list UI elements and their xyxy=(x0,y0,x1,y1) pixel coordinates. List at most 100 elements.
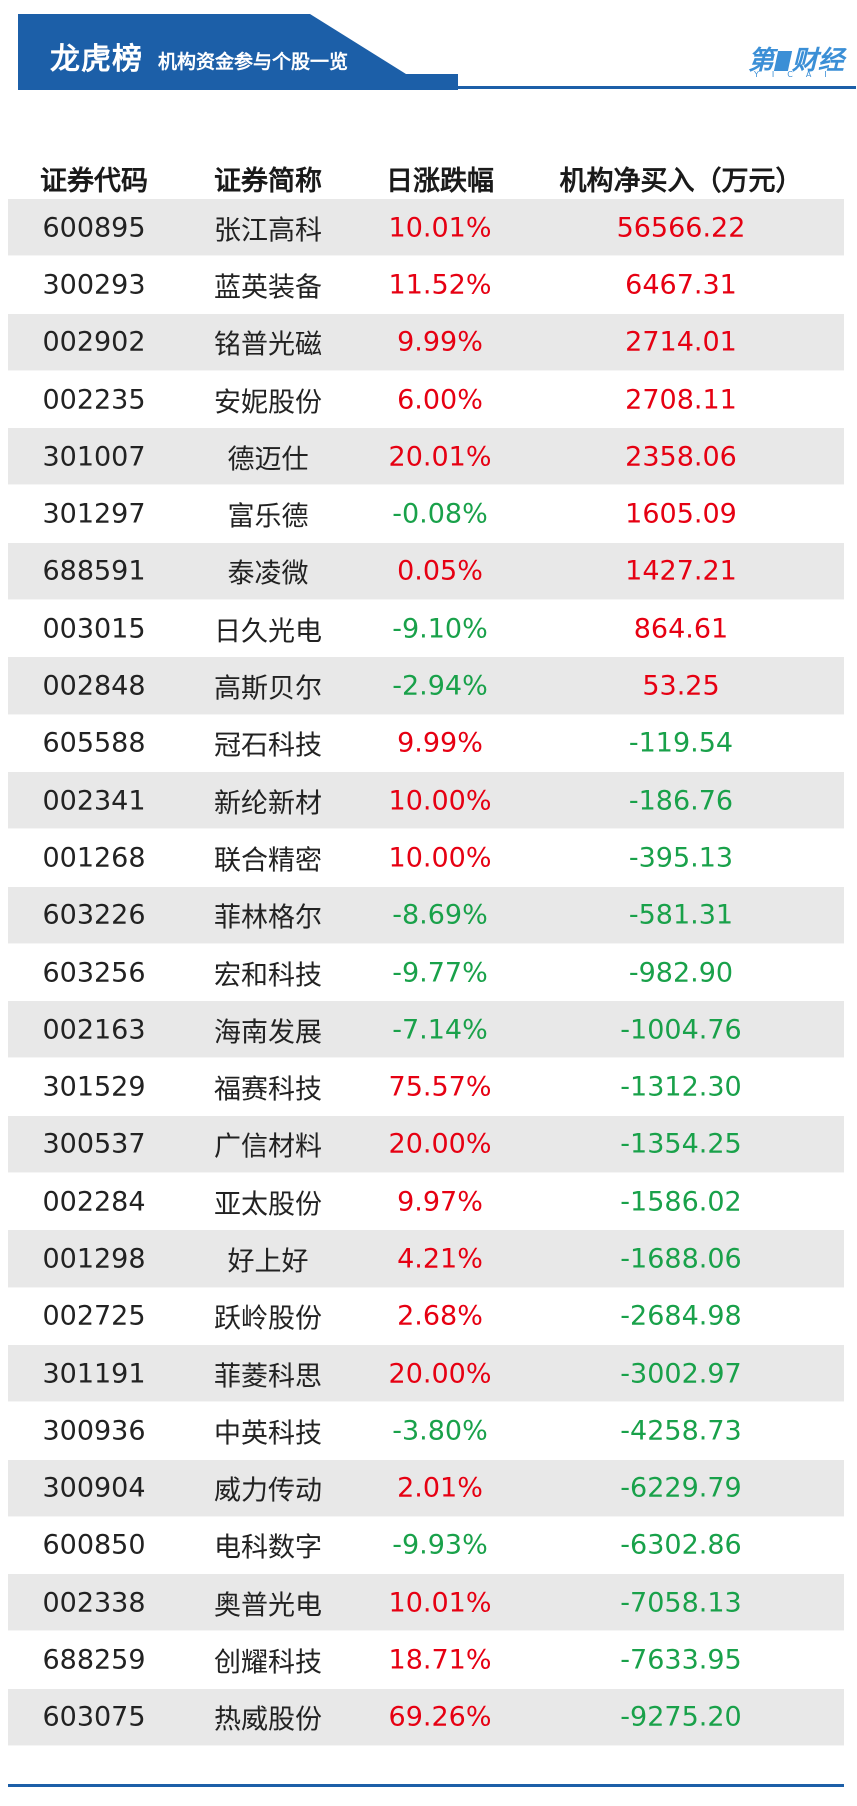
column-header-net-buy: 机构净买入（万元） xyxy=(559,166,803,197)
cell-change: -3.80% xyxy=(392,1415,488,1447)
cell-change: 18.71% xyxy=(388,1644,492,1676)
institution-trading-table: 证券代码 证券简称 日涨跌幅 机构净买入（万元） 600895 张江高科 10.01… xyxy=(8,155,844,1747)
cell-change: 20.00% xyxy=(388,1128,492,1160)
cell-name: 菲林格尔 xyxy=(214,902,322,934)
cell-name: 好上好 xyxy=(227,1246,309,1278)
cell-code: 001268 xyxy=(42,842,146,874)
cell-code: 003015 xyxy=(42,613,146,645)
cell-code: 603075 xyxy=(42,1701,146,1733)
cell-code: 002725 xyxy=(42,1300,146,1332)
cell-net-buy: -119.54 xyxy=(628,727,734,759)
table-row: 301191 菲菱科思 20.00% -3002.97 xyxy=(8,1344,844,1403)
cell-name: 电科数字 xyxy=(214,1532,322,1564)
table-row: 603226 菲林格尔 -8.69% -581.31 xyxy=(8,886,844,945)
table-row: 688591 泰凌微 0.05% 1427.21 xyxy=(8,542,844,601)
cell-code: 301297 xyxy=(42,498,146,530)
table-row: 600850 电科数字 -9.93% -6302.86 xyxy=(8,1517,844,1574)
cell-change: 2.68% xyxy=(397,1300,483,1332)
cell-code: 301007 xyxy=(42,441,146,473)
cell-net-buy: -982.90 xyxy=(628,957,734,988)
cell-code: 002341 xyxy=(42,785,146,817)
table-row: 003015 日久光电 -9.10% 864.61 xyxy=(8,600,844,657)
table-row: 002341 新纶新材 10.00% -186.76 xyxy=(8,771,844,830)
cell-code: 300293 xyxy=(42,269,146,301)
cell-name: 日久光电 xyxy=(214,616,322,648)
cell-code: 002848 xyxy=(42,670,146,702)
cell-change: 6.00% xyxy=(397,384,483,416)
cell-name: 新纶新材 xyxy=(214,788,322,820)
cell-code: 688591 xyxy=(42,555,146,587)
cell-net-buy: 2714.01 xyxy=(625,326,737,358)
column-header-name: 证券简称 xyxy=(214,166,322,197)
table-row: 300537 广信材料 20.00% -1354.25 xyxy=(8,1115,844,1174)
cell-code: 002902 xyxy=(42,326,146,358)
cell-net-buy: 1605.09 xyxy=(625,498,737,530)
table-row: 300293 蓝英装备 11.52% 6467.31 xyxy=(8,256,844,313)
table-row: 600895 张江高科 10.01% 56566.22 xyxy=(8,199,844,257)
cell-name: 泰凌微 xyxy=(227,558,309,590)
column-header-code: 证券代码 xyxy=(40,166,148,197)
table-row: 301529 福赛科技 75.57% -1312.30 xyxy=(8,1058,844,1115)
cell-net-buy: 1427.21 xyxy=(625,555,737,587)
table-body: 600895 张江高科 10.01% 56566.22 300293 蓝英装备 11.52%… xyxy=(8,199,844,1747)
table-row: 002338 奥普光电 10.01% -7058.13 xyxy=(8,1574,844,1632)
cell-net-buy: -6302.86 xyxy=(620,1529,742,1561)
logo-wordmark: 第财经 xyxy=(748,40,844,77)
cell-code: 603226 xyxy=(42,899,146,931)
cell-change: 11.52% xyxy=(388,269,492,301)
cell-change: 75.57% xyxy=(388,1071,492,1103)
cell-change: 10.00% xyxy=(388,842,492,874)
cell-net-buy: 6467.31 xyxy=(625,269,737,301)
cell-change: 9.97% xyxy=(397,1186,483,1218)
table-row: 001268 联合精密 10.00% -395.13 xyxy=(8,829,844,886)
table-row: 301007 德迈仕 20.01% 2358.06 xyxy=(8,428,844,486)
banner-shape xyxy=(18,14,458,90)
cell-change: -8.69% xyxy=(392,899,488,931)
cell-name: 铭普光磁 xyxy=(214,329,322,361)
cell-change: 2.01% xyxy=(397,1472,483,1504)
cell-net-buy: 53.25 xyxy=(642,670,720,702)
footer-divider xyxy=(8,1784,844,1787)
cell-code: 301191 xyxy=(42,1358,146,1390)
logo-mark-icon xyxy=(773,51,793,71)
cell-net-buy: -7058.13 xyxy=(620,1587,742,1619)
cell-change: 9.99% xyxy=(397,326,483,358)
cell-net-buy: -186.76 xyxy=(628,785,734,817)
cell-code: 301529 xyxy=(42,1071,146,1103)
table-row: 002902 铭普光磁 9.99% 2714.01 xyxy=(8,313,844,372)
table-row: 603256 宏和科技 -9.77% -982.90 xyxy=(8,944,844,1001)
yicai-logo: 第财经 YICAI xyxy=(748,40,850,80)
logo-subtext: YICAI xyxy=(754,70,840,79)
logo-text-a: 第 xyxy=(748,46,775,76)
cell-code: 600895 xyxy=(42,212,146,244)
table-header: 证券代码 证券简称 日涨跌幅 机构净买入（万元） xyxy=(8,155,844,199)
cell-net-buy: -1354.25 xyxy=(620,1128,742,1160)
cell-net-buy: 2358.06 xyxy=(625,441,737,473)
header-banner: 龙虎榜 机构资金参与个股一览 xyxy=(18,14,458,90)
cell-net-buy: -395.13 xyxy=(628,842,734,874)
cell-net-buy: -1312.30 xyxy=(620,1071,742,1103)
cell-name: 冠石科技 xyxy=(214,730,322,762)
cell-name: 安妮股份 xyxy=(214,387,322,419)
cell-change: 20.00% xyxy=(388,1358,492,1390)
cell-name: 创耀科技 xyxy=(214,1647,322,1679)
table-row: 301297 富乐德 -0.08% 1605.09 xyxy=(8,485,844,542)
cell-name: 跃岭股份 xyxy=(214,1303,322,1335)
cell-name: 福赛科技 xyxy=(214,1074,322,1106)
cell-code: 605588 xyxy=(42,727,146,759)
table-row: 002235 安妮股份 6.00% 2708.11 xyxy=(8,371,844,428)
cell-name: 热威股份 xyxy=(214,1704,322,1736)
table-row: 688259 创耀科技 18.71% -7633.95 xyxy=(8,1631,844,1688)
cell-code: 300537 xyxy=(42,1128,146,1160)
page-title: 龙虎榜 xyxy=(50,42,143,77)
cell-name: 奥普光电 xyxy=(214,1590,322,1622)
cell-name: 高斯贝尔 xyxy=(214,673,322,705)
cell-name: 张江高科 xyxy=(214,215,322,247)
cell-change: 9.99% xyxy=(397,727,483,759)
cell-change: -9.10% xyxy=(392,613,488,645)
cell-change: 10.01% xyxy=(388,1587,492,1619)
table-row: 300904 威力传动 2.01% -6229.79 xyxy=(8,1459,844,1518)
cell-change: 10.00% xyxy=(388,785,492,817)
table-row: 605588 冠石科技 9.99% -119.54 xyxy=(8,715,844,772)
cell-net-buy: -1004.76 xyxy=(620,1014,742,1046)
